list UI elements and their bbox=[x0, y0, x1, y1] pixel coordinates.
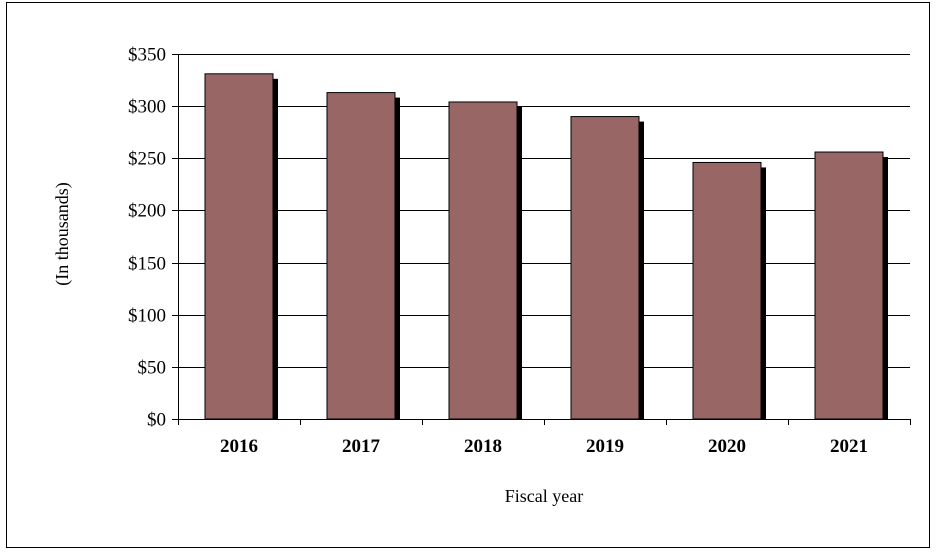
y-axis-ticks: $0 $50 $100 $150 $200 $250 $300 $350 bbox=[128, 45, 178, 431]
x-category-label-2018: 2018 bbox=[464, 436, 502, 457]
bar-2021 bbox=[814, 151, 884, 420]
y-tick-label-300: $300 bbox=[128, 97, 166, 118]
x-category-label-2021: 2021 bbox=[830, 436, 868, 457]
x-axis-title: Fiscal year bbox=[505, 486, 583, 506]
x-category-label-2017: 2017 bbox=[342, 436, 381, 457]
y-tick-label-150: $150 bbox=[128, 254, 166, 275]
y-tick-label-200: $200 bbox=[128, 201, 166, 222]
bar-2020 bbox=[692, 161, 762, 420]
axes bbox=[178, 54, 911, 425]
y-tick-label-50: $50 bbox=[138, 358, 167, 379]
y-tick-label-250: $250 bbox=[128, 149, 166, 170]
bar-2017 bbox=[326, 92, 396, 420]
y-tick-label-100: $100 bbox=[128, 306, 166, 327]
x-category-label-2016: 2016 bbox=[220, 436, 258, 457]
bar-2019 bbox=[570, 116, 640, 420]
bars bbox=[204, 73, 888, 420]
y-tick-label-0: $0 bbox=[147, 410, 166, 431]
x-axis-categories: 2016 2017 2018 2019 2020 2021 bbox=[220, 436, 868, 457]
x-category-label-2019: 2019 bbox=[586, 436, 624, 457]
y-tick-label-350: $350 bbox=[128, 45, 166, 66]
y-axis-title: (In thousands) bbox=[52, 182, 73, 285]
bar-2016 bbox=[204, 73, 274, 420]
gridlines bbox=[178, 54, 910, 368]
x-category-label-2020: 2020 bbox=[708, 436, 746, 457]
bar-2018 bbox=[448, 101, 518, 420]
